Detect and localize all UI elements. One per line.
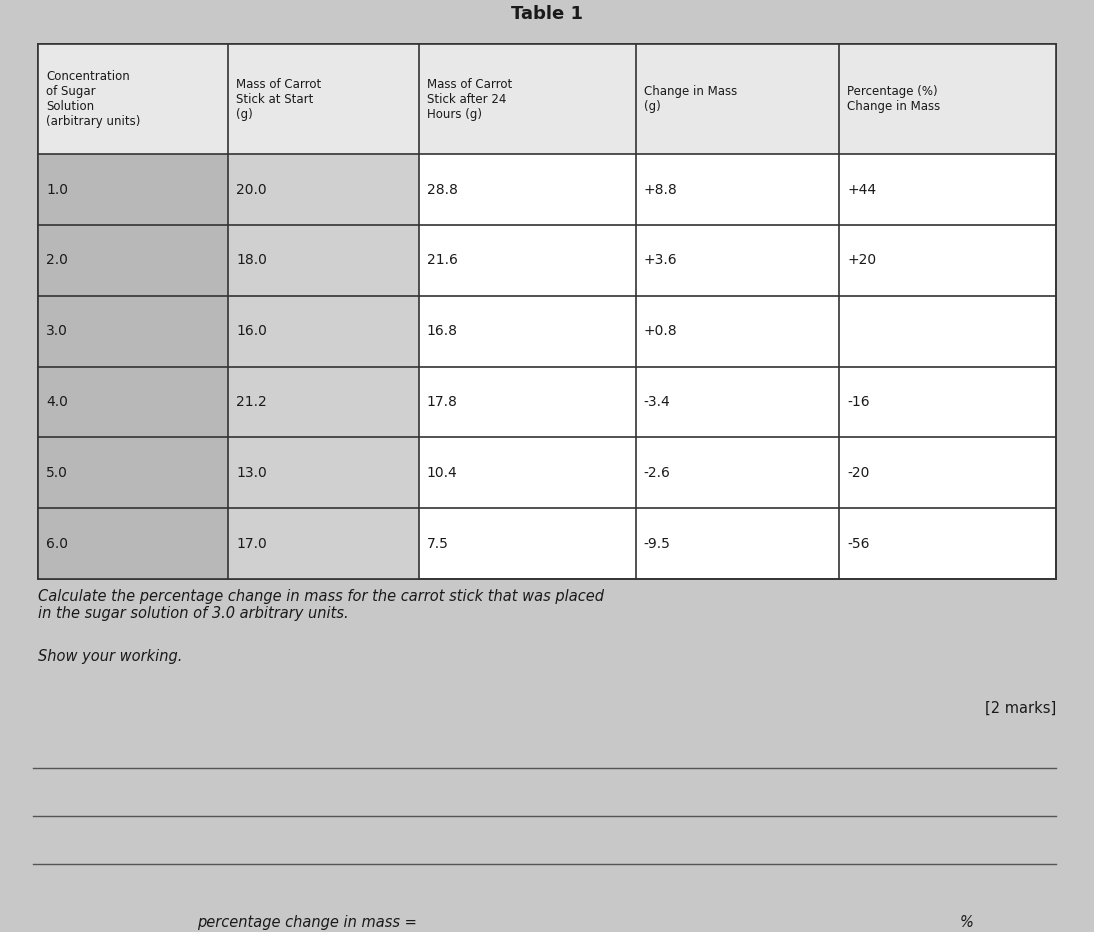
Text: -9.5: -9.5 xyxy=(643,537,671,551)
Text: Show your working.: Show your working. xyxy=(38,649,183,664)
Text: 21.6: 21.6 xyxy=(427,254,457,267)
Bar xyxy=(38,508,229,579)
Text: 17.8: 17.8 xyxy=(427,395,457,409)
Text: 20.0: 20.0 xyxy=(236,183,267,197)
Text: Mass of Carrot
Stick at Start
(g): Mass of Carrot Stick at Start (g) xyxy=(236,78,322,121)
Bar xyxy=(229,154,419,225)
Bar xyxy=(38,366,229,437)
Bar xyxy=(229,437,419,508)
Text: +3.6: +3.6 xyxy=(643,254,677,267)
Text: Table 1: Table 1 xyxy=(511,5,583,22)
Text: %: % xyxy=(961,914,974,929)
Text: 17.0: 17.0 xyxy=(236,537,267,551)
Bar xyxy=(38,154,229,225)
Text: Concentration
of Sugar
Solution
(arbitrary units): Concentration of Sugar Solution (arbitra… xyxy=(46,70,140,129)
Bar xyxy=(229,508,419,579)
Text: Mass of Carrot
Stick after 24
Hours (g): Mass of Carrot Stick after 24 Hours (g) xyxy=(427,78,512,121)
Text: 16.8: 16.8 xyxy=(427,324,458,338)
Text: -20: -20 xyxy=(847,466,870,480)
Text: 7.5: 7.5 xyxy=(427,537,449,551)
Text: percentage change in mass =: percentage change in mass = xyxy=(198,914,422,929)
Text: 18.0: 18.0 xyxy=(236,254,267,267)
Text: -16: -16 xyxy=(847,395,870,409)
Text: -56: -56 xyxy=(847,537,870,551)
Text: 28.8: 28.8 xyxy=(427,183,457,197)
Bar xyxy=(38,45,1056,579)
Text: 5.0: 5.0 xyxy=(46,466,68,480)
Text: +44: +44 xyxy=(847,183,876,197)
Text: 13.0: 13.0 xyxy=(236,466,267,480)
Text: 4.0: 4.0 xyxy=(46,395,68,409)
Text: +8.8: +8.8 xyxy=(643,183,677,197)
Text: 6.0: 6.0 xyxy=(46,537,68,551)
Text: 10.4: 10.4 xyxy=(427,466,457,480)
Bar xyxy=(229,295,419,366)
Text: -2.6: -2.6 xyxy=(643,466,671,480)
Text: Calculate the percentage change in mass for the carrot stick that was placed
in : Calculate the percentage change in mass … xyxy=(38,589,604,622)
Bar xyxy=(38,45,1056,154)
Text: 3.0: 3.0 xyxy=(46,324,68,338)
Text: 2.0: 2.0 xyxy=(46,254,68,267)
Text: Change in Mass
(g): Change in Mass (g) xyxy=(643,86,737,114)
Bar xyxy=(229,366,419,437)
Text: 21.2: 21.2 xyxy=(236,395,267,409)
Text: [2 marks]: [2 marks] xyxy=(985,701,1056,716)
Text: -3.4: -3.4 xyxy=(643,395,671,409)
Bar xyxy=(38,437,229,508)
Text: +0.8: +0.8 xyxy=(643,324,677,338)
Bar xyxy=(38,225,229,295)
Bar xyxy=(38,295,229,366)
Bar xyxy=(229,225,419,295)
Text: 1.0: 1.0 xyxy=(46,183,68,197)
Text: Percentage (%)
Change in Mass: Percentage (%) Change in Mass xyxy=(847,86,941,114)
Text: 16.0: 16.0 xyxy=(236,324,267,338)
Text: +20: +20 xyxy=(847,254,876,267)
